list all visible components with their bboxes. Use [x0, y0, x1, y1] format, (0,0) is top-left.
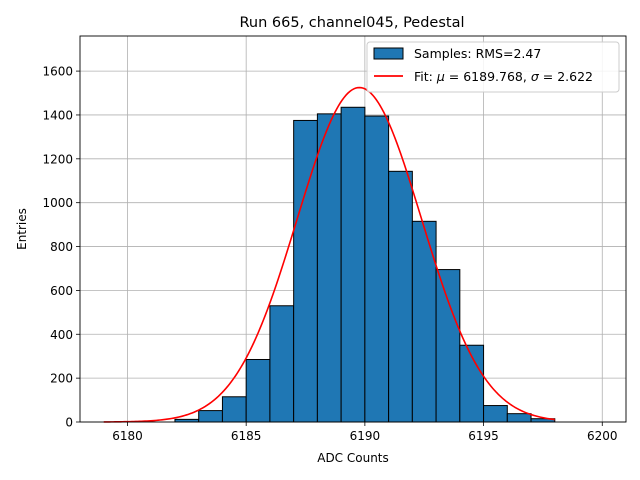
histogram-bar: [506, 413, 532, 423]
legend-fit-prefix: Fit:: [414, 69, 437, 84]
y-tick-label: 600: [50, 284, 73, 298]
plot-area: [79, 35, 627, 423]
y-tick-label: 1000: [42, 196, 73, 210]
legend-fit-mu-value: 6189.768: [463, 69, 523, 84]
histogram-bar: [245, 358, 271, 423]
legend-frame: [366, 41, 620, 93]
y-tick-label: 0: [65, 416, 73, 430]
legend-histogram-swatch: [373, 47, 404, 60]
y-axis-ticks: 0 200 400 600 800 1000 1200 1400 1600: [42, 65, 80, 430]
y-tick-label: 1200: [42, 152, 73, 166]
histogram-bar: [340, 106, 366, 423]
legend-fit-mu-symbol: μ: [436, 69, 445, 84]
histogram-bar: [483, 405, 508, 423]
histogram-bar: [316, 113, 342, 423]
x-tick-label: 6195: [468, 429, 499, 443]
y-tick-label: 1400: [42, 108, 73, 122]
histogram-bar: [198, 410, 223, 423]
y-tick-label: 200: [50, 372, 73, 386]
x-tick-label: 6180: [112, 429, 143, 443]
y-axis-label: Entries: [15, 208, 29, 250]
fit-curve: [103, 86, 555, 423]
y-tick-label: 400: [50, 328, 73, 342]
legend-fit-sigma-symbol: σ: [531, 69, 540, 84]
x-axis-ticks: 6180 6185 6190 6195 6200: [112, 422, 618, 443]
y-tick-label: 1600: [42, 65, 73, 79]
histogram-bar: [269, 305, 295, 423]
legend-histogram-label: Samples: RMS=2.47: [414, 46, 541, 61]
x-tick-label: 6185: [231, 429, 262, 443]
histogram-bar: [221, 396, 247, 423]
histogram-bar: [388, 170, 413, 423]
y-tick-label: 800: [50, 240, 73, 254]
histogram-bar: [411, 220, 437, 423]
histogram-bars: [174, 106, 556, 423]
plot-frame: [79, 35, 627, 423]
histogram-bar: [364, 115, 390, 423]
legend-fit-label: Fit: μ = 6189.768, σ = 2.622: [414, 69, 593, 84]
legend: Samples: RMS=2.47 Fit: μ = 6189.768, σ =…: [366, 41, 620, 93]
x-axis-label: ADC Counts: [317, 451, 389, 465]
x-tick-label: 6190: [350, 429, 381, 443]
x-tick-label: 6200: [587, 429, 618, 443]
legend-fit-sigma-value: 2.622: [557, 69, 593, 84]
chart-title: Run 665, channel045, Pedestal: [239, 15, 464, 31]
histogram-bar: [435, 269, 461, 423]
